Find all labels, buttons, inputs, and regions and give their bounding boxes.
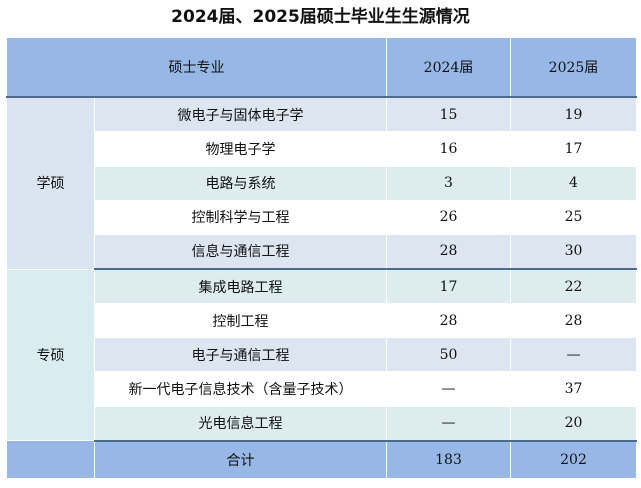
table-row: 控制工程 28 28	[7, 303, 637, 339]
total-label: 合计	[94, 440, 387, 479]
table-row: 控制科学与工程 26 25	[7, 199, 637, 235]
total-2025-cell: 202	[510, 440, 637, 479]
header-2024: 2024届	[386, 37, 511, 99]
table-row: 信息与通信工程 28 30	[7, 233, 637, 270]
count-2024-cell: 50	[386, 337, 511, 373]
enrollment-table: 硕士专业 2024届 2025届 学硕 微电子与固体电子学 15 19 物理电子…	[6, 37, 637, 479]
count-2024-cell: —	[386, 371, 511, 407]
table-row: 电子与通信工程 50 —	[7, 337, 637, 373]
count-2025-cell: 28	[510, 303, 637, 339]
count-2024-cell: 17	[386, 268, 511, 305]
table-row: 电路与系统 3 4	[7, 165, 637, 201]
count-2025-cell: 20	[510, 405, 637, 442]
total-row: 合计 183 202	[6, 440, 637, 479]
major-cell: 信息与通信工程	[94, 233, 387, 270]
major-cell: 物理电子学	[94, 131, 387, 167]
count-2025-cell: 22	[510, 268, 637, 305]
count-2024-cell: 3	[386, 165, 511, 201]
table-row: 物理电子学 16 17	[7, 131, 637, 167]
major-cell: 集成电路工程	[94, 268, 387, 305]
table-header-row: 硕士专业 2024届 2025届	[6, 37, 637, 99]
count-2024-cell: 26	[386, 199, 511, 235]
count-2024-cell: —	[386, 405, 511, 442]
count-2025-cell: 4	[510, 165, 637, 201]
total-2024-cell: 183	[386, 440, 511, 479]
count-2024-cell: 28	[386, 303, 511, 339]
count-2025-cell: 25	[510, 199, 637, 235]
count-2025-cell: 17	[510, 131, 637, 167]
page-title: 2024届、2025届硕士毕业生生源情况	[171, 7, 470, 27]
major-cell: 控制科学与工程	[94, 199, 387, 235]
header-2025: 2025届	[510, 37, 637, 99]
major-cell: 光电信息工程	[94, 405, 387, 442]
group-label-professional: 专硕	[6, 268, 95, 442]
total-spacer-cell	[6, 440, 95, 479]
table-row: 学硕 微电子与固体电子学 15 19	[6, 96, 637, 270]
table-row: 新一代电子信息技术（含量子技术） — 37	[7, 371, 637, 407]
major-cell: 电子与通信工程	[94, 337, 387, 373]
group-label-academic: 学硕	[6, 96, 95, 270]
major-cell: 控制工程	[94, 303, 387, 339]
count-2024-cell: 28	[386, 233, 511, 270]
table-row: 光电信息工程 — 20	[7, 405, 637, 442]
count-2025-cell: —	[510, 337, 637, 373]
count-2025-cell: 37	[510, 371, 637, 407]
count-2024-cell: 15	[386, 96, 511, 133]
table-row: 专硕 集成电路工程 17 22	[6, 268, 637, 442]
count-2025-cell: 19	[510, 96, 637, 133]
major-cell: 微电子与固体电子学	[94, 96, 387, 133]
header-major: 硕士专业	[6, 37, 387, 99]
count-2024-cell: 16	[386, 131, 511, 167]
major-cell: 电路与系统	[94, 165, 387, 201]
major-cell: 新一代电子信息技术（含量子技术）	[94, 371, 387, 407]
count-2025-cell: 30	[510, 233, 637, 270]
